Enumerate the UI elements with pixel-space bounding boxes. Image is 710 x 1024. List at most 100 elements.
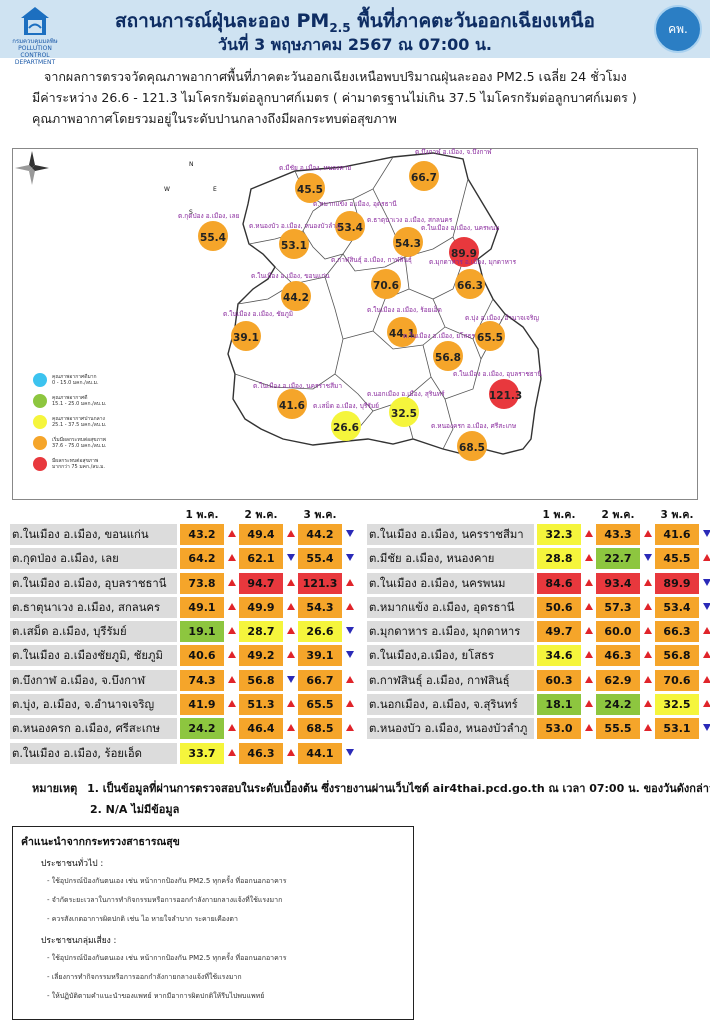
trend-up-icon bbox=[644, 700, 652, 708]
date-column-header: 3 พ.ค. bbox=[660, 509, 694, 521]
station-marker: 89.9 bbox=[449, 237, 479, 267]
pm25-value-cell: 56.8 bbox=[239, 669, 283, 691]
pm25-value-cell: 56.8 bbox=[655, 645, 699, 667]
pcd-emblem-logo: คพ. bbox=[654, 5, 702, 53]
trend-up-icon bbox=[287, 602, 295, 610]
station-marker: 44.2 bbox=[281, 281, 311, 311]
trend-up-icon bbox=[585, 578, 593, 586]
pm25-value-cell: 24.2 bbox=[180, 718, 224, 740]
station-label: ต.กาฬสินธุ์ อ.เมือง, กาฬสินธุ์ bbox=[331, 256, 412, 264]
table-row: ต.ในเมือง อ.เมืองชัยภูมิ, ชัยภูมิ 40.6 49.… bbox=[10, 644, 364, 668]
note-1: 1. เป็นข้อมูลที่ผ่านการตรวจสอบในระดับเบื… bbox=[87, 782, 710, 795]
pm25-value-cell: 49.2 bbox=[239, 645, 283, 667]
pm25-value-cell: 34.6 bbox=[537, 645, 581, 667]
table-row: ต.หนองบัว อ.เมือง, หนองบัวลำภู 53.0 55.5 53… bbox=[367, 717, 710, 741]
station-value: 54.3 bbox=[395, 238, 421, 250]
trend-up-icon bbox=[228, 602, 236, 610]
trend-up-icon bbox=[228, 530, 236, 537]
trend-down-icon bbox=[287, 675, 295, 683]
station-marker: 39.1 bbox=[231, 321, 261, 351]
date-column-header: 3 พ.ค. bbox=[303, 509, 337, 521]
pm25-station-map: N S E W คุณภาพอากาศดีมาก 0 - 15.0 มคก./ลบ… bbox=[12, 148, 698, 500]
trend-up-icon bbox=[228, 554, 236, 562]
trend-up-icon bbox=[585, 651, 593, 659]
station-value: 55.4 bbox=[200, 232, 226, 244]
legend-label: คุณภาพอากาศปานกลาง bbox=[52, 415, 105, 422]
station-value: 45.5 bbox=[297, 184, 323, 196]
pm25-value-cell: 60.0 bbox=[596, 621, 640, 643]
trend-up-icon bbox=[585, 602, 593, 610]
station-marker: 44.1 bbox=[387, 317, 417, 347]
station-marker: 65.5 bbox=[475, 321, 505, 351]
station-name-cell: ต.หนองบัว อ.เมือง, หนองบัวลำภู bbox=[367, 718, 534, 740]
legend-range: 37.6 - 75.0 มคก./ลบ.ม. bbox=[52, 442, 107, 449]
pm25-value-cell: 28.8 bbox=[537, 548, 581, 570]
pm25-value-cell: 49.4 bbox=[239, 524, 283, 545]
pm25-value-cell: 89.9 bbox=[655, 572, 699, 594]
station-name-cell: ต.ในเมือง อ.เมือง, นครราชสีมา bbox=[367, 524, 534, 545]
station-label: ต.มุกดาหาร อ.เมือง, มุกดาหาร bbox=[429, 258, 517, 266]
advice-item: - ให้ปฏิบัติตามคำแนะนำของแพทย์ หากมีอากา… bbox=[47, 992, 265, 1000]
intro-line-1: จากผลการตรวจวัดคุณภาพอากาศพื้นที่ภาคตะวั… bbox=[44, 69, 627, 84]
notes-section: หมายเหตุ 1. เป็นข้อมูลที่ผ่านการตรวจสอบใ… bbox=[32, 778, 710, 820]
trend-up-icon bbox=[703, 675, 710, 683]
pm25-value-cell: 43.3 bbox=[596, 524, 640, 545]
station-name-cell: ต.บุ่ง, อ.เมือง, จ.อำนาจเจริญ bbox=[10, 694, 177, 716]
trend-down-icon bbox=[703, 602, 710, 610]
station-marker: 55.4 bbox=[198, 221, 228, 251]
pm25-value-cell: 65.5 bbox=[298, 694, 342, 716]
pm25-value-cell: 45.5 bbox=[655, 548, 699, 570]
legend-label: คุณภาพอากาศดี bbox=[52, 394, 88, 401]
trend-up-icon bbox=[346, 675, 354, 683]
legend-color-swatch bbox=[33, 456, 47, 471]
compass-s-label: S bbox=[189, 209, 193, 216]
history-table-left: 1 พ.ค. 2 พ.ค. 3 พ.ค. ต.ในเมือง อ.เมือง, ขอน… bbox=[10, 503, 364, 766]
table-row: ต.หมากแข้ง อ.เมือง, อุดรธานี 50.6 57.3 53.4 bbox=[367, 596, 710, 620]
pm25-value-cell: 49.9 bbox=[239, 596, 283, 618]
legend-color-swatch bbox=[33, 393, 47, 408]
station-marker: 66.7 bbox=[409, 161, 439, 191]
station-label: ต.หมากแข้ง อ.เมือง, อุดรธานี bbox=[313, 200, 397, 208]
pm25-value-cell: 40.6 bbox=[180, 645, 224, 667]
history-table-right: 1 พ.ค. 2 พ.ค. 3 พ.ค. ต.ในเมือง อ.เมือง, นคร… bbox=[367, 503, 710, 742]
legend-label: มีผลกระทบต่อสุขภาพ bbox=[52, 457, 99, 464]
pm25-value-cell: 66.3 bbox=[655, 621, 699, 643]
pm25-value-cell: 66.7 bbox=[298, 669, 342, 691]
pm25-value-cell: 19.1 bbox=[180, 621, 224, 643]
trend-up-icon bbox=[703, 627, 710, 635]
station-name-cell: ต.ในเมือง อ.เมืองชัยภูมิ, ชัยภูมิ bbox=[10, 645, 177, 667]
station-name-cell: ต.ธาตุนาเวง อ.เมือง, สกลนคร bbox=[10, 596, 177, 618]
trend-down-icon bbox=[346, 651, 354, 659]
station-name-cell: ต.นอกเมือง, อ.เมือง, จ.สุรินทร์ bbox=[367, 694, 534, 716]
trend-up-icon bbox=[287, 651, 295, 659]
advice-group-risk: ประชาชนกลุ่มเสี่ยง : bbox=[41, 936, 117, 946]
trend-up-icon bbox=[644, 651, 652, 659]
station-label: ต.บุ่ง อ.เมือง, อำนาจเจริญ bbox=[465, 314, 539, 322]
station-marker: 41.6 bbox=[277, 389, 307, 419]
advice-item: - เลี่ยงการทำกิจกรรมหรือการออกกำลังกายกล… bbox=[47, 973, 242, 981]
station-name-cell: ต.กุดป่อง อ.เมือง, เลย bbox=[10, 548, 177, 570]
pm25-value-cell: 46.3 bbox=[239, 742, 283, 764]
table-row: ต.กุดป่อง อ.เมือง, เลย 64.2 62.1 55.4 bbox=[10, 547, 364, 571]
pm25-value-cell: 26.6 bbox=[298, 621, 342, 643]
station-marker: 70.6 bbox=[371, 269, 401, 299]
station-marker: 121.3 bbox=[489, 379, 522, 409]
legend-color-swatch bbox=[33, 372, 47, 387]
legend-item: มีผลกระทบต่อสุขภาพ มากกว่า 75 มคก./ลบ.ม. bbox=[33, 455, 138, 472]
station-value: 44.1 bbox=[389, 328, 415, 340]
pm25-value-cell: 60.3 bbox=[537, 669, 581, 691]
advice-item: - ควรสังเกตอาการผิดปกติ เช่น ไอ หายใจลำบ… bbox=[47, 915, 238, 923]
header-banner: กรมควบคุมมลพิษ POLLUTION CONTROL DEPARTM… bbox=[0, 0, 710, 66]
station-value: 65.5 bbox=[477, 332, 503, 344]
trend-up-icon bbox=[228, 627, 236, 635]
table-row: ต.บุ่ง, อ.เมือง, จ.อำนาจเจริญ 41.9 51.3 65.… bbox=[10, 693, 364, 717]
station-marker: 54.3 bbox=[393, 227, 423, 257]
pm25-value-cell: 68.5 bbox=[298, 718, 342, 740]
compass-rose-icon bbox=[15, 151, 49, 185]
station-value: 70.6 bbox=[373, 280, 399, 292]
pm25-value-cell: 44.1 bbox=[298, 742, 342, 764]
table-row: ต.บึงกาฬ อ.เมือง, จ.บึงกาฬ 74.3 56.8 66.7 bbox=[10, 669, 364, 693]
table-row: ต.กาฬสินธุ์ อ.เมือง, กาฬสินธุ์ 60.3 62.9 70… bbox=[367, 669, 710, 693]
pm25-value-cell: 53.4 bbox=[655, 596, 699, 618]
pm25-value-cell: 57.3 bbox=[596, 596, 640, 618]
